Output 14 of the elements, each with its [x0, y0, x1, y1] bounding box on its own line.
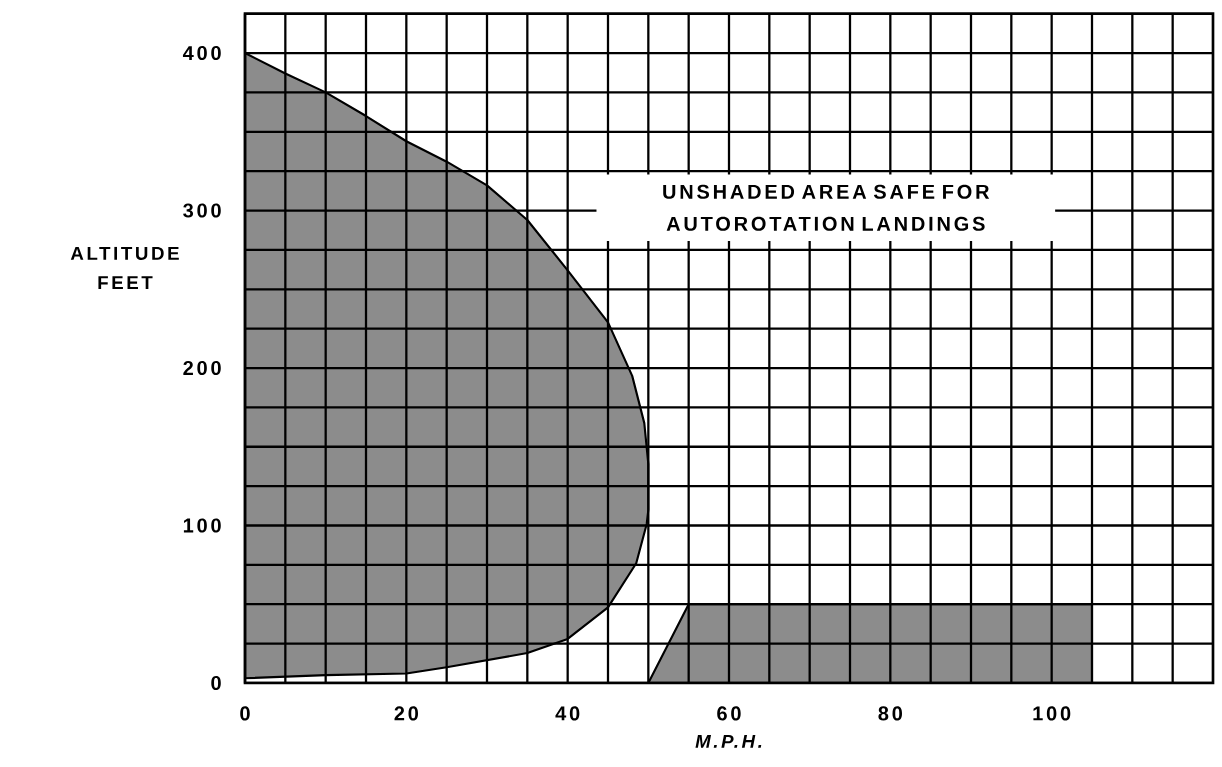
y-tick-label: 0	[211, 675, 221, 691]
x-tick-label: 40	[555, 706, 580, 721]
x-tick-label: 60	[717, 706, 741, 721]
x-tick-label: 0	[240, 706, 250, 721]
x-axis-title: M.P.H.	[695, 735, 762, 748]
annotation: UNSHADED AREA SAFE FOR AUTOROTATION LANDINGS	[663, 184, 990, 231]
y-tick-label: 400	[182, 45, 221, 61]
y-tick-label: 100	[183, 518, 221, 533]
x-tick-label: 80	[878, 706, 902, 721]
y-tick-label: 200	[183, 360, 221, 376]
x-tick-label: 20	[394, 706, 418, 721]
y-axis-title: ALTITUDE FEET	[70, 246, 179, 290]
x-tick-label: 100	[1033, 706, 1071, 721]
y-tick-label: 300	[183, 203, 221, 218]
